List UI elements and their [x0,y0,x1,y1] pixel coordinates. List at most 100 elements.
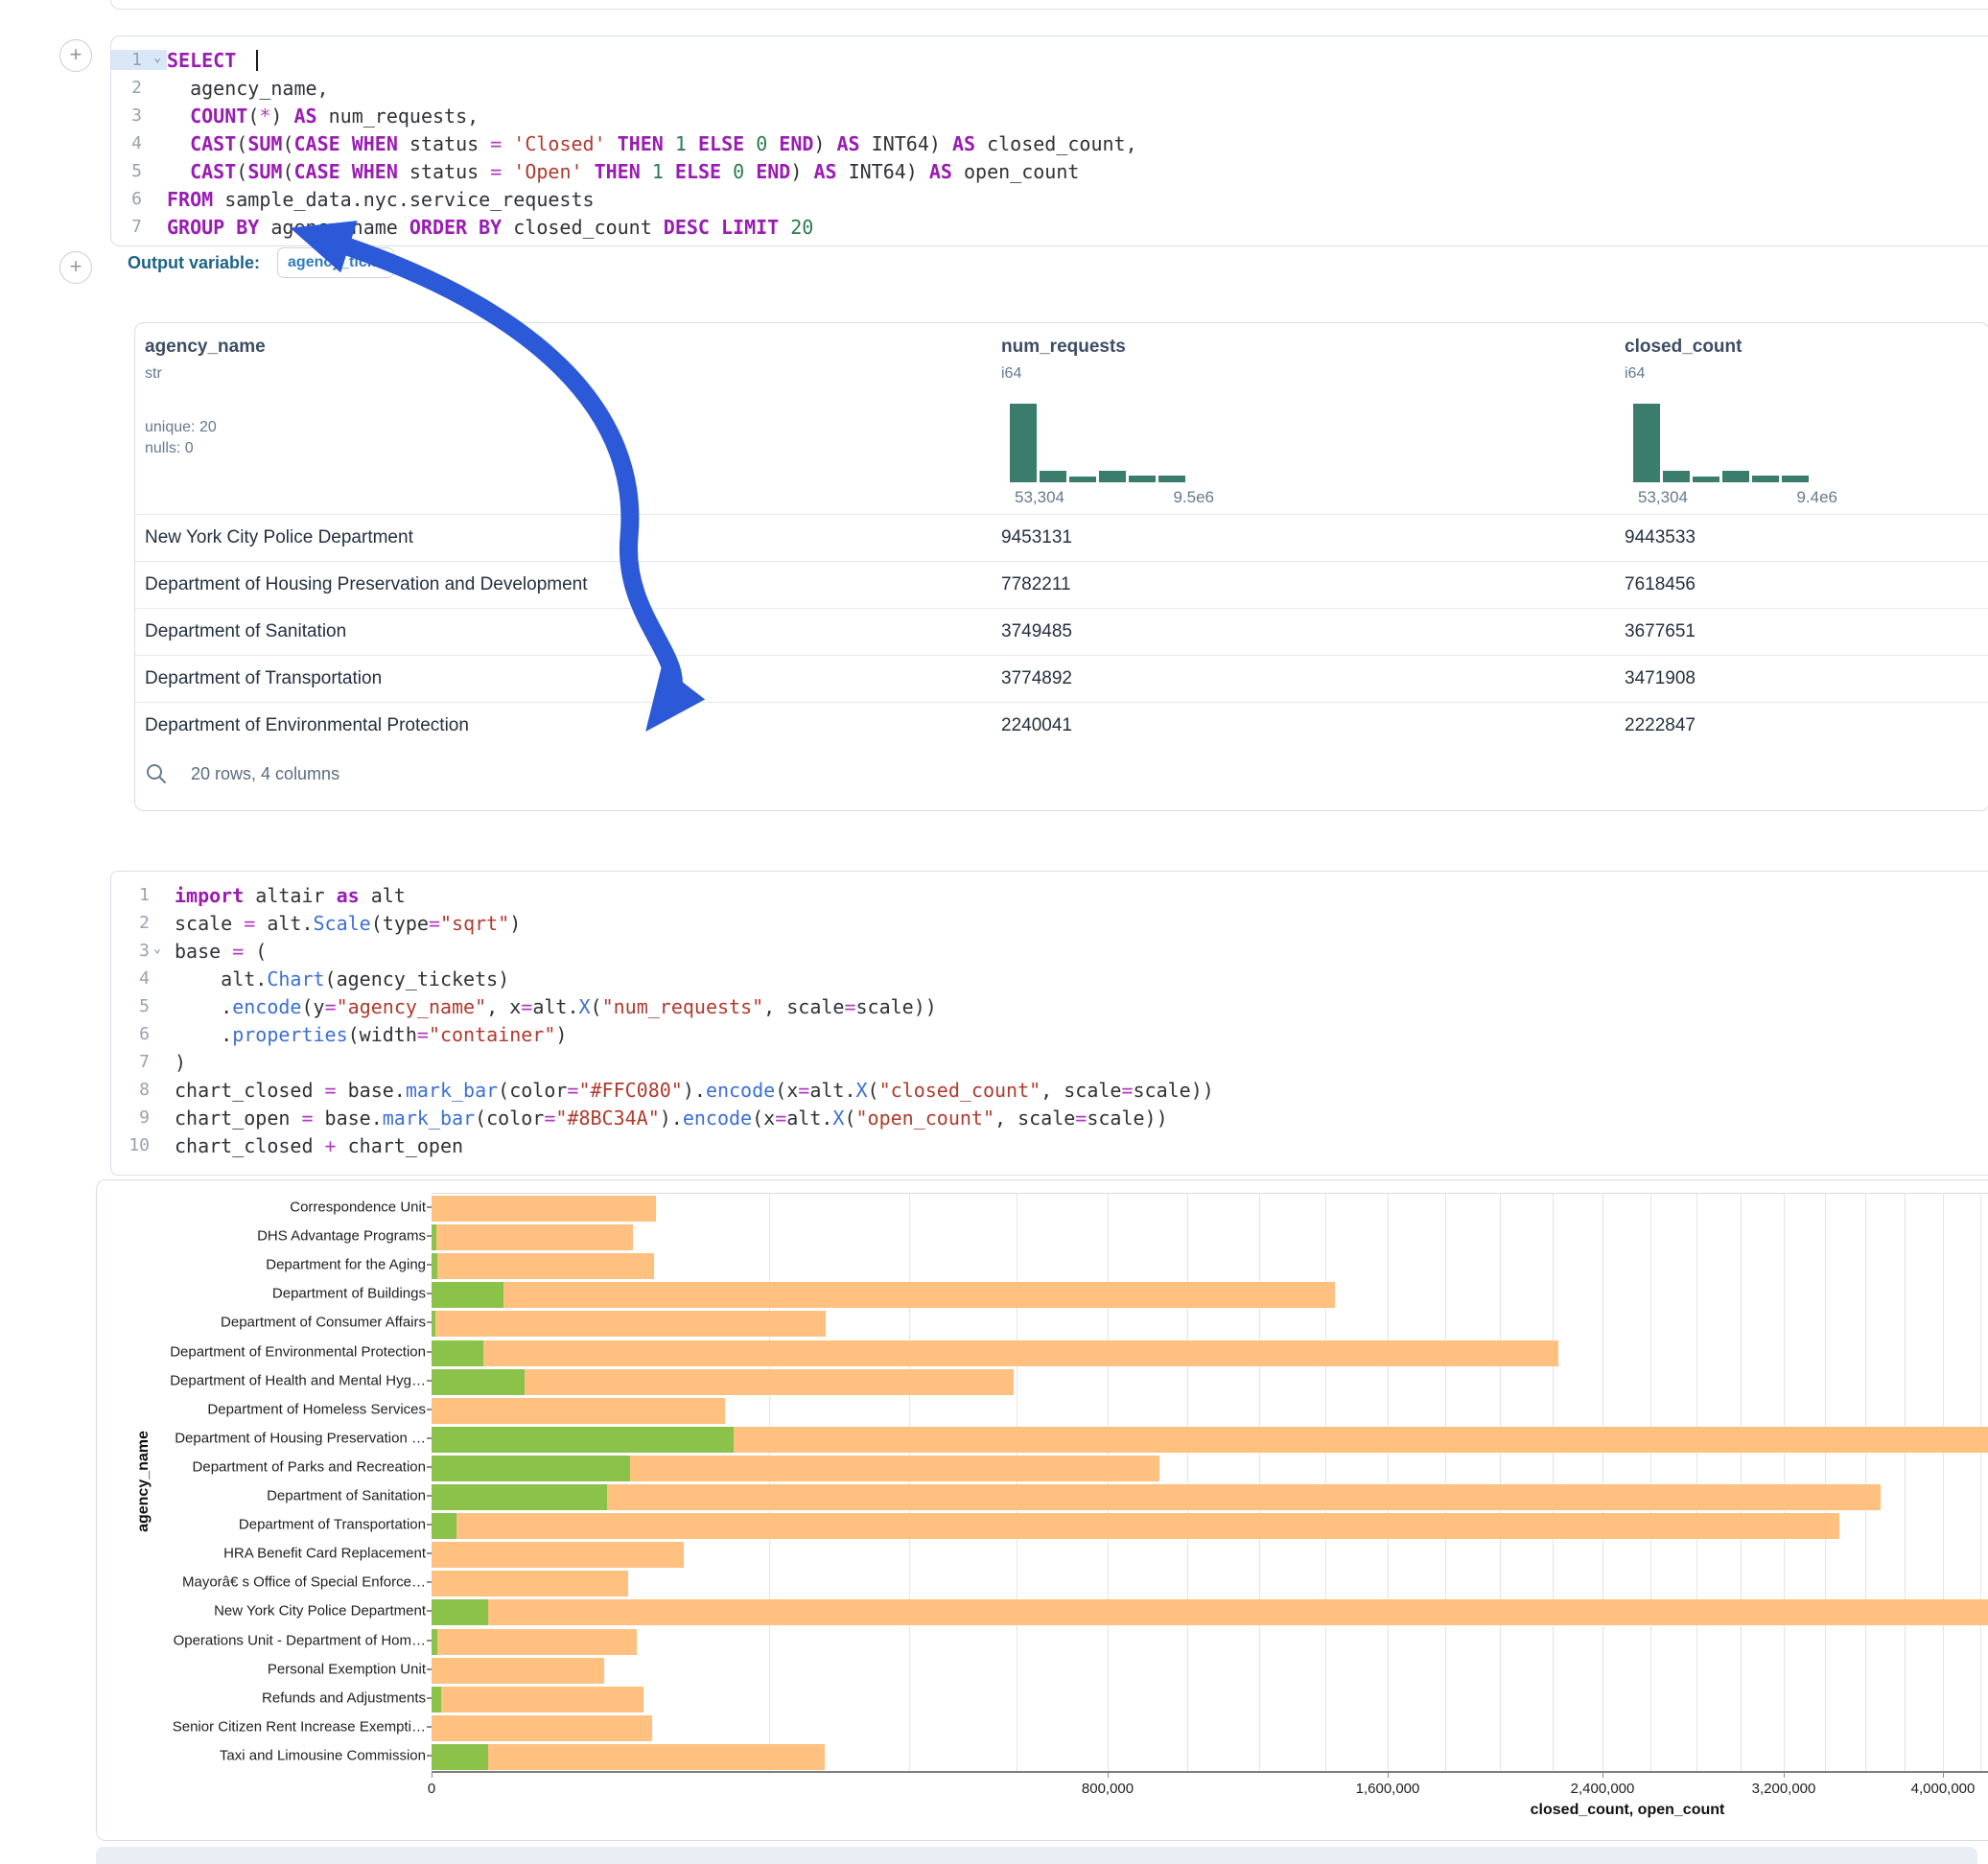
table-row[interactable]: Department of Transportation377489234719… [135,655,1988,703]
column-stat: unique: 20 [145,419,266,436]
column-name: closed_count [1625,337,1837,358]
code-text: alt.Chart(agency_tickets) [167,967,509,990]
fold-chevron-icon[interactable]: ⌄ [153,942,161,956]
table-cell: 7618456 [1625,574,1696,595]
python-code-line[interactable]: 9chart_open = base.mark_bar(color="#8BC3… [111,1104,1988,1131]
text-cursor [256,50,258,71]
output-variable-label: Output variable: [128,253,260,273]
sql-code-line[interactable]: 4 CAST(SUM(CASE WHEN status = 'Closed' T… [111,129,1988,157]
open-count-bar [432,1687,441,1713]
table-cell: 2240041 [1001,715,1072,736]
gridline [1943,1194,1944,1771]
line-number: 7 [111,1052,167,1072]
histogram-bar [1782,476,1809,482]
x-tick [1388,1772,1389,1778]
open-count-bar [432,1282,503,1308]
histogram-min-label: 53,304 [1015,488,1064,507]
code-text: import altair as alt [167,884,406,907]
histogram-bar [1099,471,1126,482]
line-number: 5 [111,161,167,181]
fold-chevron-icon[interactable]: ⌄ [153,51,161,65]
line-number: 9 [111,1107,167,1128]
python-code-line[interactable]: 2scale = alt.Scale(type="sqrt") [111,909,1988,937]
x-axis-label: 800,000 [1082,1781,1134,1797]
x-tick [432,1772,433,1778]
closed-count-bar [432,1224,633,1250]
sql-code-line[interactable]: 7GROUP BY agency_name ORDER BY closed_co… [111,213,1988,241]
code-text: base = ( [167,940,267,963]
y-axis-label: Department of Transportation [239,1517,426,1533]
x-axis-label: 4,000,000 [1911,1781,1976,1797]
code-text: scale = alt.Scale(type="sqrt") [167,912,521,935]
table-row[interactable]: New York City Police Department945313194… [135,514,1988,562]
x-axis-label: 1,600,000 [1356,1781,1420,1797]
table-column-header-closed-count[interactable]: closed_counti6453,3049.4e6 [1625,337,1837,507]
gridline [1553,1194,1554,1771]
closed-count-bar [432,1744,825,1770]
gridline [1741,1194,1742,1771]
python-code-line[interactable]: 6 .properties(width="container") [111,1020,1988,1048]
python-code-cell[interactable]: 1import altair as alt2scale = alt.Scale(… [110,871,1988,1176]
python-code-line[interactable]: 10chart_closed + chart_open [111,1131,1988,1159]
table-cell: 3471908 [1625,668,1696,689]
table-row[interactable]: Department of Environmental Protection22… [135,702,1988,750]
histogram-bar [1158,476,1185,482]
next-cell-edge[interactable] [96,1847,1977,1864]
code-text: .properties(width="container") [167,1023,567,1046]
line-number: 1 [111,885,167,905]
gridline [1500,1194,1501,1771]
closed-count-bar [432,1253,654,1279]
python-code-line[interactable]: 7) [111,1048,1988,1076]
histogram-bar [1129,476,1156,482]
line-number: 10 [111,1135,167,1155]
add-cell-button-below-sql[interactable]: + [59,251,92,284]
histogram-bar [1693,477,1719,482]
code-text: CAST(SUM(CASE WHEN status = 'Open' THEN … [167,160,1079,183]
open-count-bar [432,1253,437,1279]
python-code-line[interactable]: 4 alt.Chart(agency_tickets) [111,965,1988,992]
y-axis-label: DHS Advantage Programs [257,1228,426,1245]
table-column-header-num-requests[interactable]: num_requestsi6453,3049.5e6 [1001,337,1214,507]
y-axis-label: Department of Sanitation [267,1488,426,1504]
line-number: 6 [111,189,167,209]
y-axis-label: Personal Exemption Unit [268,1662,426,1678]
table-cell: 3749485 [1001,621,1072,642]
sql-code-line[interactable]: 1⌄SELECT [111,46,1988,74]
code-text: FROM sample_data.nyc.service_requests [167,188,595,211]
table-cell: 2222847 [1625,715,1696,736]
code-text: chart_closed + chart_open [167,1134,463,1157]
closed-count-bar [432,1687,643,1713]
x-tick [1943,1772,1944,1778]
gridline [1980,1194,1981,1771]
gridline [1325,1194,1326,1771]
closed-count-bar [432,1571,628,1596]
column-type: i64 [1001,365,1214,383]
search-icon[interactable] [145,762,168,785]
sql-code-line[interactable]: 2 agency_name, [111,74,1988,102]
open-count-bar [432,1369,525,1395]
python-code-line[interactable]: 5 .encode(y="agency_name", x=alt.X("num_… [111,992,1988,1020]
open-count-bar [432,1744,488,1770]
column-stat: nulls: 0 [145,440,266,457]
python-code-line[interactable]: 3⌄base = ( [111,937,1988,965]
y-axis-label: Department of Consumer Affairs [221,1315,426,1331]
histogram-bar [1633,404,1660,482]
closed-count-bar [432,1340,1558,1366]
open-count-bar [432,1427,734,1453]
sql-code-cell[interactable]: 1⌄SELECT 2 agency_name,3 COUNT(*) AS num… [110,35,1988,246]
x-axis-label: 2,400,000 [1571,1781,1635,1797]
output-variable-pill[interactable]: agency_tickets [277,247,394,278]
sql-code-line[interactable]: 6FROM sample_data.nyc.service_requests [111,185,1988,213]
sql-code-line[interactable]: 5 CAST(SUM(CASE WHEN status = 'Open' THE… [111,157,1988,185]
table-row[interactable]: Department of Sanitation37494853677651 [135,608,1988,656]
x-tick [1602,1772,1603,1778]
table-row[interactable]: Department of Housing Preservation and D… [135,561,1988,609]
table-column-header-agency-name[interactable]: agency_namestrunique: 20nulls: 0 [145,337,266,457]
python-code-line[interactable]: 8chart_closed = base.mark_bar(color="#FF… [111,1076,1988,1104]
histogram-bar [1752,476,1779,482]
column-type: i64 [1625,365,1837,383]
closed-count-bar [432,1542,684,1568]
add-cell-button-top[interactable]: + [59,39,92,72]
python-code-line[interactable]: 1import altair as alt [111,881,1988,909]
sql-code-line[interactable]: 3 COUNT(*) AS num_requests, [111,102,1988,129]
